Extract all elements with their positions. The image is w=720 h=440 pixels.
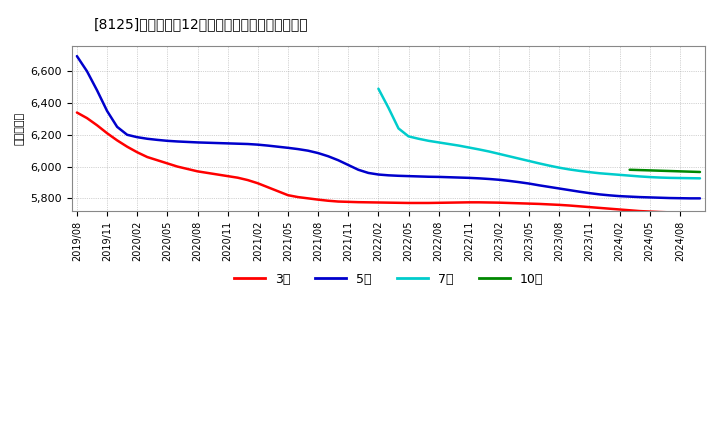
Text: [8125]　経常利益12か月移動合計の平均値の推移: [8125] 経常利益12か月移動合計の平均値の推移 bbox=[94, 18, 308, 32]
Legend: 3年, 5年, 7年, 10年: 3年, 5年, 7年, 10年 bbox=[228, 268, 549, 291]
Y-axis label: （百万円）: （百万円） bbox=[15, 112, 25, 145]
